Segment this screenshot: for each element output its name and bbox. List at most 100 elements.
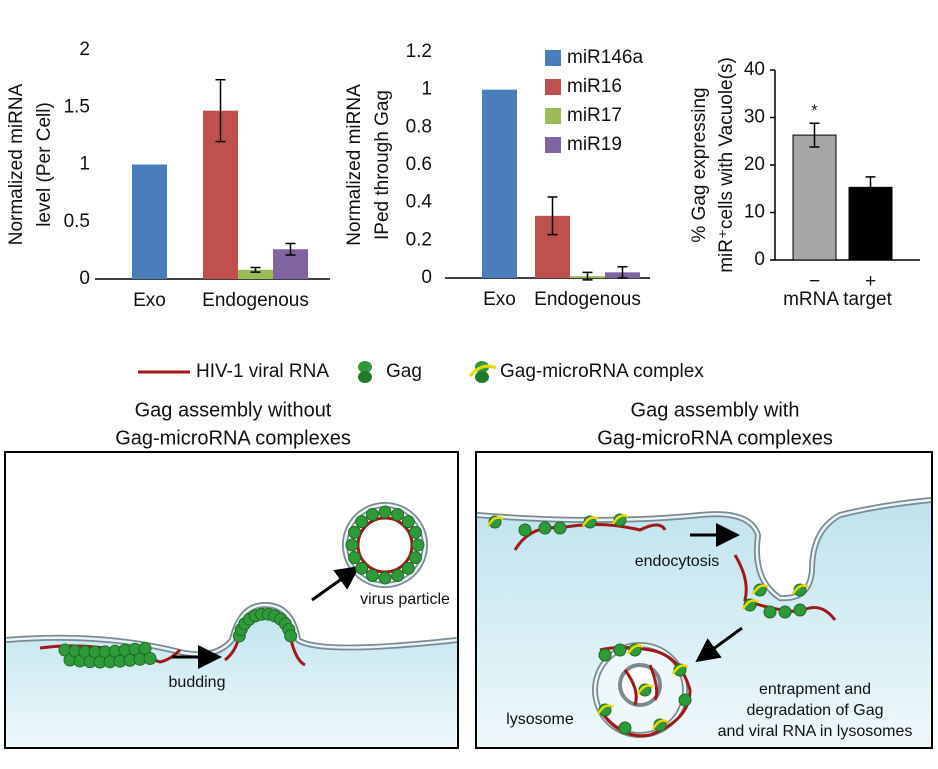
microrna bbox=[636, 684, 654, 695]
y-tick-label: 1 bbox=[79, 154, 90, 175]
gag bbox=[763, 605, 777, 619]
microrna bbox=[581, 516, 599, 527]
gag-proteins bbox=[58, 505, 809, 735]
gag bbox=[391, 568, 405, 582]
y-tick-label: 0 bbox=[79, 268, 90, 289]
gag bbox=[518, 523, 532, 537]
legend-text: miR19 bbox=[567, 134, 622, 155]
panel-title: Gag assembly with bbox=[631, 399, 800, 421]
y-tick-label: 0.8 bbox=[406, 116, 432, 137]
y-tick-label: 10 bbox=[744, 202, 765, 223]
legend-swatch bbox=[545, 108, 561, 124]
microrna bbox=[486, 516, 504, 527]
y-tick-label: 30 bbox=[744, 107, 765, 128]
microrna bbox=[611, 514, 629, 525]
x-tick-label: Endogenous bbox=[202, 290, 309, 311]
y-tick-label: 1 bbox=[421, 79, 432, 100]
y-tick-label: 0.5 bbox=[64, 211, 90, 232]
gag bbox=[365, 508, 379, 522]
y-axis-label: level (Per Cell) bbox=[34, 102, 55, 227]
error-bar bbox=[215, 79, 226, 143]
complex-legend-icon bbox=[468, 361, 497, 383]
error-bar bbox=[547, 196, 558, 236]
microrna bbox=[791, 584, 809, 595]
label: virus particle bbox=[360, 591, 450, 608]
microrna bbox=[626, 644, 644, 655]
gag bbox=[408, 551, 422, 565]
legend-text: HIV-1 viral RNA bbox=[196, 361, 329, 382]
gag bbox=[355, 515, 369, 529]
panel-title: Gag-microRNA complexes bbox=[597, 427, 833, 449]
gag bbox=[408, 525, 422, 539]
gag bbox=[618, 721, 632, 735]
microrna bbox=[596, 704, 614, 715]
x-tick-label: + bbox=[865, 271, 876, 292]
bar bbox=[132, 164, 167, 279]
annotation: * bbox=[811, 102, 817, 119]
y-tick-label: 0 bbox=[421, 267, 432, 288]
microrna bbox=[751, 584, 769, 595]
x-tick-label: Exo bbox=[133, 290, 166, 311]
legend-text: miR17 bbox=[567, 105, 622, 126]
gag bbox=[378, 571, 392, 585]
x-tick-label: − bbox=[809, 271, 820, 292]
error-bar bbox=[582, 271, 593, 281]
gag bbox=[345, 538, 359, 552]
gag bbox=[778, 605, 792, 619]
error-bar bbox=[617, 265, 628, 279]
y-tick-label: 1.5 bbox=[64, 96, 90, 117]
gag bbox=[678, 693, 692, 707]
y-axis-label: Normalized miRNA bbox=[6, 83, 27, 245]
gag bbox=[348, 551, 362, 565]
x-tick-label: Exo bbox=[483, 289, 516, 310]
gag bbox=[391, 508, 405, 522]
gag bbox=[553, 521, 567, 535]
gag bbox=[355, 561, 369, 575]
bar bbox=[238, 269, 273, 279]
y-axis-label: IPed through Gag bbox=[372, 90, 393, 240]
gag bbox=[793, 603, 807, 617]
x-axis-label: mRNA target bbox=[783, 289, 892, 310]
y-axis-label: miR⁺cells with Vacuole(s) bbox=[716, 57, 737, 273]
x-tick-label: Endogenous bbox=[534, 289, 641, 310]
legend-text: miR16 bbox=[567, 76, 622, 97]
label: budding bbox=[169, 674, 226, 691]
panel-title: Gag-microRNA complexes bbox=[115, 427, 351, 449]
label: lysosome bbox=[506, 711, 574, 728]
microrna bbox=[651, 719, 669, 730]
error-bar bbox=[865, 176, 876, 199]
gag bbox=[365, 568, 379, 582]
gag bbox=[284, 629, 298, 643]
gag bbox=[348, 525, 362, 539]
panel-title: Gag assembly without bbox=[135, 399, 332, 421]
y-tick-label: 0.6 bbox=[406, 154, 432, 175]
y-tick-label: 0.4 bbox=[406, 192, 433, 213]
gag bbox=[598, 648, 612, 662]
label: degradation of Gag bbox=[747, 702, 884, 719]
y-tick-label: 0 bbox=[754, 249, 765, 270]
label: and viral RNA in lysosomes bbox=[718, 723, 913, 740]
error-bar bbox=[285, 242, 296, 256]
y-tick-label: 2 bbox=[79, 39, 90, 60]
legend-text: Gag-microRNA complex bbox=[500, 361, 704, 382]
legend-swatch bbox=[545, 79, 561, 95]
bar bbox=[792, 134, 837, 261]
gag bbox=[401, 561, 415, 575]
y-axis-label: Normalized miRNA bbox=[344, 84, 365, 246]
legend-text: Gag bbox=[386, 361, 422, 382]
error-bar bbox=[809, 122, 820, 148]
right-panel bbox=[475, 451, 933, 749]
legend-swatch bbox=[545, 50, 561, 66]
bar bbox=[482, 89, 517, 279]
bar bbox=[848, 186, 893, 261]
microrna bbox=[741, 599, 759, 610]
label: endocytosis bbox=[635, 553, 720, 570]
gag bbox=[613, 643, 627, 657]
y-tick-label: 0.2 bbox=[406, 229, 432, 250]
legend-text: miR146a bbox=[567, 47, 643, 68]
y-tick-label: 1.2 bbox=[406, 41, 432, 62]
gag bbox=[143, 651, 157, 665]
y-tick-label: 40 bbox=[744, 59, 765, 80]
